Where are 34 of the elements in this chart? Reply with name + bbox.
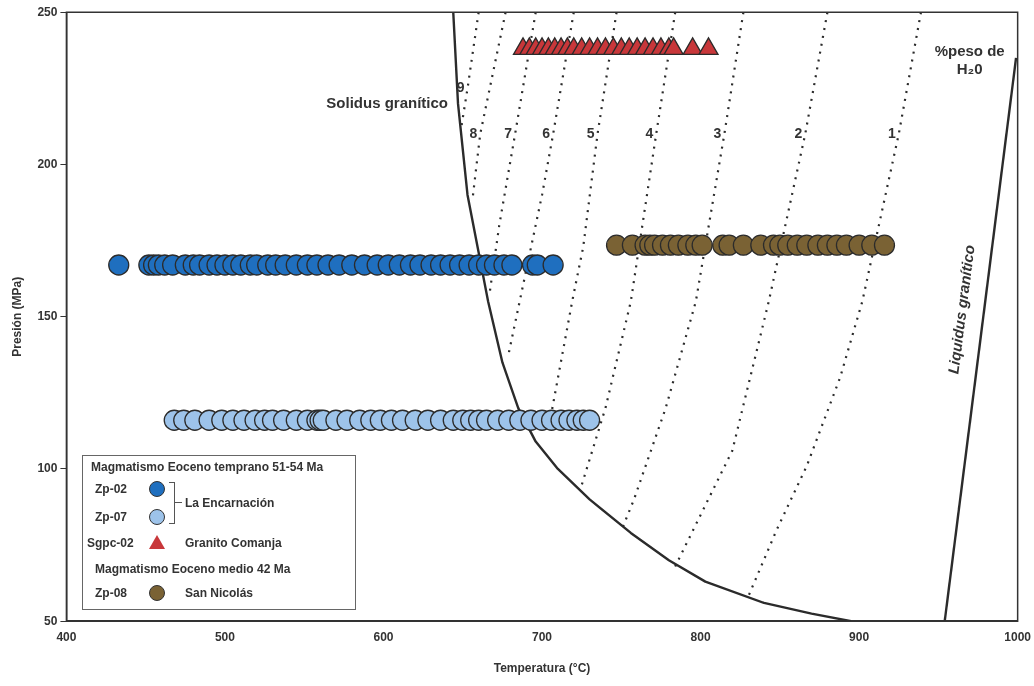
annotation: %peso de H₂0	[934, 42, 1005, 78]
annotation: San Nicolás	[185, 586, 254, 600]
x-tick-label: 600	[373, 629, 394, 644]
y-tick-label: 100	[37, 461, 58, 476]
x-axis-title: Temperatura (°C)	[493, 661, 591, 676]
series-label: 8	[469, 124, 478, 141]
series-label: 3	[713, 124, 722, 141]
x-tick-label: 700	[532, 629, 553, 644]
x-tick-label: 900	[849, 629, 870, 644]
annotation: Granito Comanja	[185, 536, 282, 550]
y-tick-label: 150	[37, 309, 58, 324]
text: Liquidus granítico	[944, 243, 978, 375]
x-tick-label: 500	[214, 629, 236, 644]
legend-label: Zp-08	[95, 586, 128, 600]
y-tick-label: 200	[37, 156, 58, 171]
x-tick-label: 800	[690, 629, 711, 644]
x-tick-label: 1000	[1004, 629, 1032, 644]
series-label: 5	[586, 124, 595, 141]
y-axis-title: Presión (MPa)	[9, 276, 24, 357]
series-label: 6	[542, 124, 551, 141]
legend-title: Magmatismo Eoceno temprano 51-54 Ma	[91, 460, 324, 474]
legend-label: Zp-07	[95, 510, 128, 524]
series-label: 7	[504, 124, 513, 141]
series-label: 4	[645, 124, 654, 141]
y-tick-label: 50	[44, 613, 58, 628]
legend-label: Sgpc-02	[87, 536, 134, 550]
series-label: 1	[887, 124, 896, 141]
series-label: 2	[794, 124, 803, 141]
annotation: Magmatismo Eoceno medio 42 Ma	[95, 562, 291, 576]
x-tick-label: 400	[56, 629, 77, 644]
y-tick-label: 250	[37, 4, 58, 19]
annotation: La Encarnación	[185, 496, 275, 510]
legend-label: Zp-02	[95, 482, 128, 496]
series-label: Solidus granítico	[326, 93, 449, 111]
